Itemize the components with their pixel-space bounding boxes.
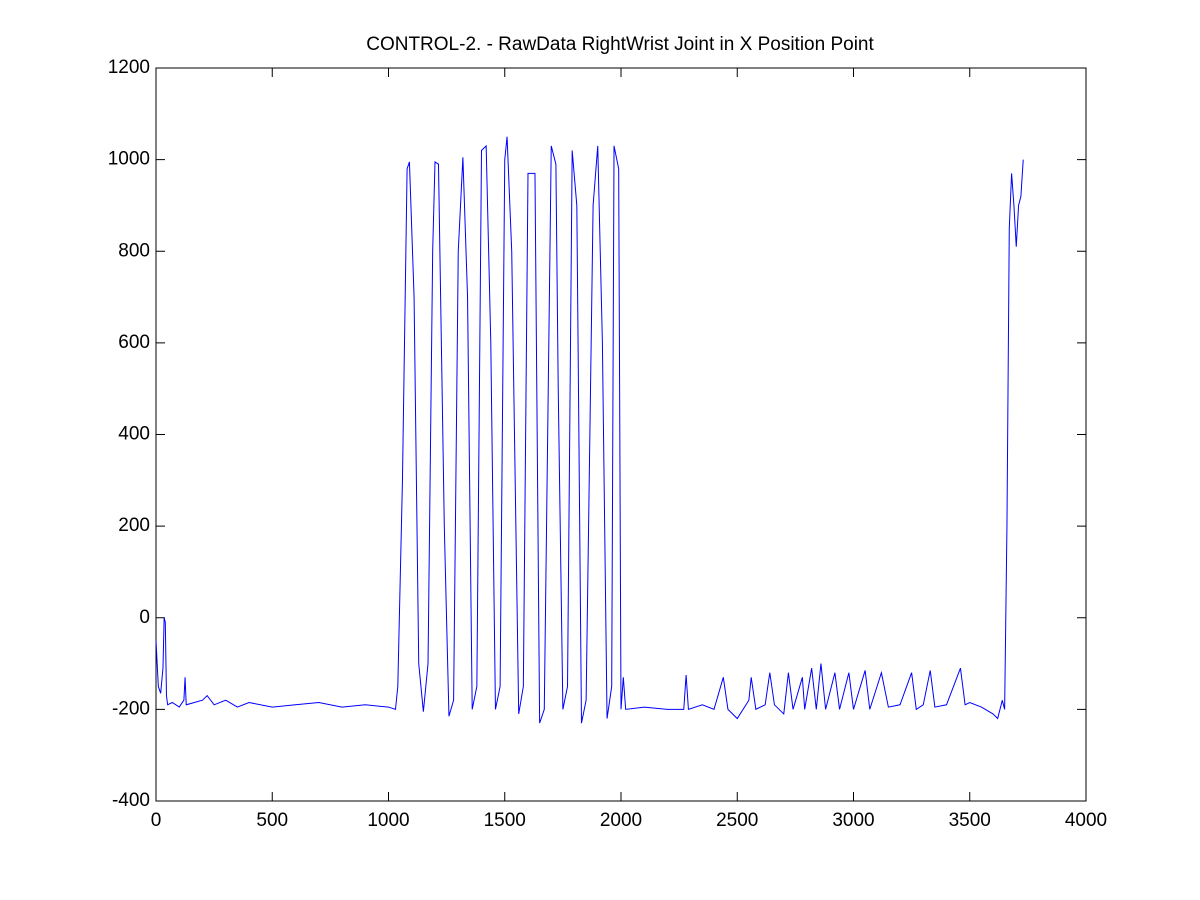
x-tick-label: 0 <box>151 810 162 831</box>
x-tick-label: 3000 <box>832 810 874 831</box>
y-tick-label: -200 <box>112 698 150 719</box>
x-tick-label: 2000 <box>600 810 642 831</box>
x-tick-label: 1000 <box>367 810 409 831</box>
y-tick-label: 800 <box>118 240 150 261</box>
y-tick-label: -400 <box>112 790 150 811</box>
chart-title: CONTROL-2. - RawData RightWrist Joint in… <box>366 34 874 55</box>
x-tick-label: 3500 <box>949 810 991 831</box>
x-tick-label: 1500 <box>484 810 526 831</box>
data-line <box>155 136 1024 724</box>
x-tick-label: 4000 <box>1065 810 1107 831</box>
y-tick-label: 400 <box>118 424 150 445</box>
y-tick-label: 1200 <box>108 57 150 78</box>
x-tick-label: 2500 <box>716 810 758 831</box>
y-tick-label: 600 <box>118 332 150 353</box>
y-tick-label: 0 <box>139 607 150 628</box>
y-tick-label: 200 <box>118 515 150 536</box>
x-tick-label: 500 <box>256 810 288 831</box>
y-tick-label: 1000 <box>108 149 150 170</box>
